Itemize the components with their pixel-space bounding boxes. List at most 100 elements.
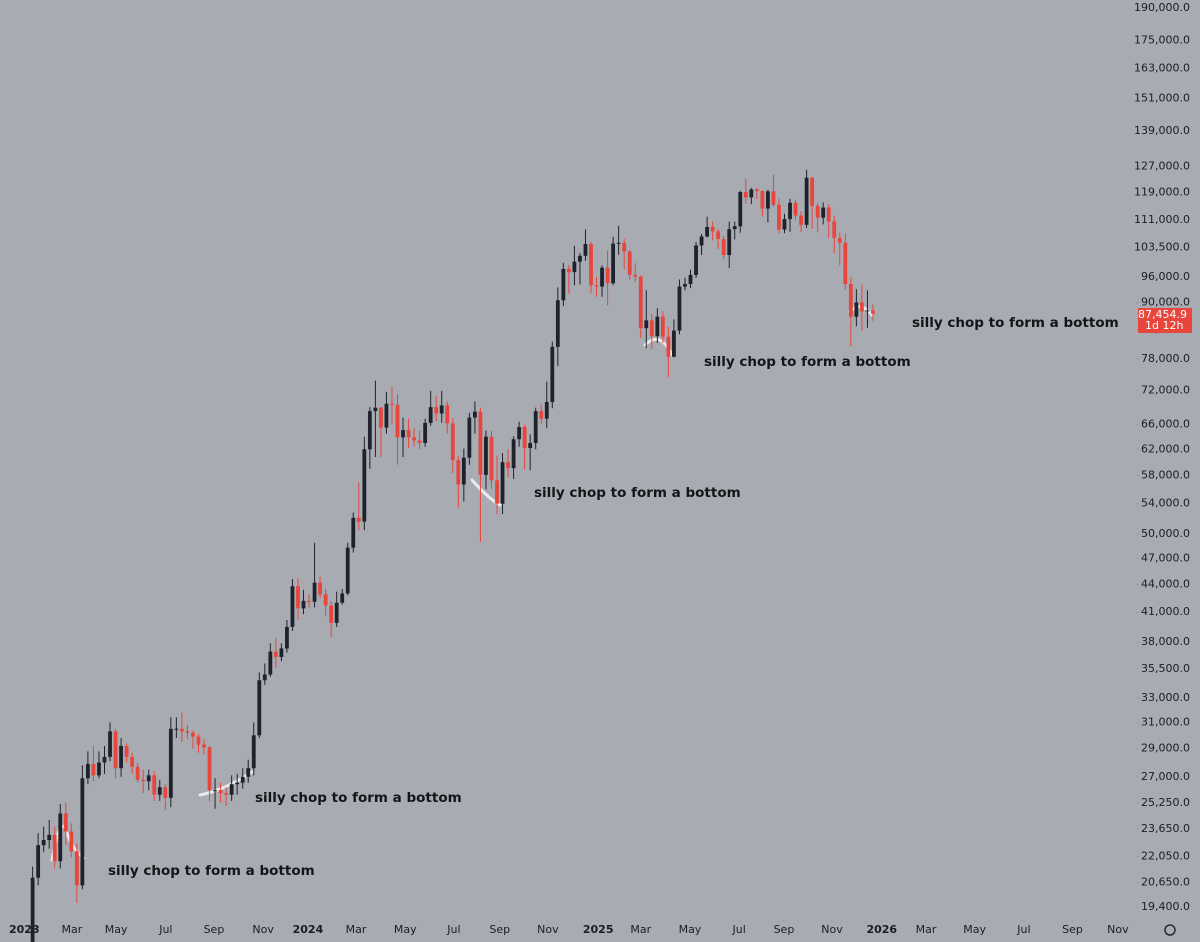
price-label-box (1138, 308, 1192, 333)
candle-body (113, 731, 118, 769)
y-tick-label: 72,000.0 (1141, 383, 1190, 396)
y-tick-label: 151,000.0 (1134, 92, 1190, 105)
candle-body (716, 231, 721, 240)
candle-body (672, 330, 676, 357)
candle-body (804, 177, 809, 225)
y-tick-label: 38,000.0 (1141, 635, 1190, 648)
y-tick-label: 58,000.0 (1141, 469, 1190, 482)
y-tick-label: 78,000.0 (1141, 352, 1190, 365)
x-tick-label: Mar (916, 923, 937, 936)
candle-body (47, 834, 52, 841)
candle-body (434, 407, 439, 414)
candle-body (644, 320, 649, 329)
candle-body (843, 242, 848, 285)
candle-body (340, 593, 345, 603)
candle-body (710, 226, 715, 232)
x-tick-label: Jul (1016, 923, 1030, 936)
y-tick-label: 35,500.0 (1141, 662, 1190, 675)
candle-body (445, 405, 450, 424)
candle-body (235, 782, 240, 785)
candle-body (854, 302, 859, 317)
candle-body (594, 285, 599, 287)
settings-icon[interactable] (1164, 924, 1176, 936)
candle-body (766, 191, 770, 209)
candle-body (627, 251, 632, 275)
candle-body (428, 407, 433, 423)
candle-body (467, 417, 472, 458)
candle-body (533, 411, 538, 443)
y-tick-label: 19,400.0 (1141, 900, 1190, 913)
y-tick-label: 31,000.0 (1141, 715, 1190, 728)
highlight-stroke (50, 824, 86, 862)
candle-body (528, 442, 533, 449)
candle-body (285, 626, 289, 649)
candle-body (329, 605, 334, 623)
candle-body (213, 790, 217, 792)
candle-body (290, 586, 295, 627)
candle-body (688, 274, 693, 285)
candle-body (677, 286, 682, 331)
y-tick-label: 90,000.0 (1141, 295, 1190, 308)
y-tick-label: 50,000.0 (1141, 527, 1190, 540)
candle-body (74, 851, 79, 886)
x-tick-label: May (394, 923, 417, 936)
candle-body (600, 267, 604, 287)
candle-body (379, 407, 383, 428)
candle-body (334, 602, 339, 623)
candle-body (450, 423, 455, 461)
candle-body (495, 480, 499, 504)
candle-body (268, 651, 273, 675)
candle-body (196, 736, 201, 745)
candle-body (423, 422, 428, 443)
candle-body (384, 403, 389, 428)
candle-body (539, 411, 544, 419)
candle-body (666, 336, 671, 357)
candle-body (815, 205, 820, 218)
candle-body (649, 320, 654, 337)
annotation: silly chop to form a bottom (534, 485, 741, 501)
y-tick-label: 41,000.0 (1141, 605, 1190, 618)
x-tick-label: 2023 (9, 923, 40, 936)
candle-body (58, 813, 63, 862)
candle-body (589, 243, 593, 286)
candle-body (273, 651, 278, 657)
candle-body (699, 236, 704, 246)
y-tick-label: 163,000.0 (1134, 61, 1190, 74)
candle-body (578, 255, 582, 262)
candle-body (439, 405, 444, 414)
candle-body (611, 243, 616, 284)
x-tick-label: Sep (774, 923, 795, 936)
candle-body (517, 427, 522, 440)
y-tick-label: 111,000.0 (1134, 213, 1190, 226)
y-tick-label: 190,000.0 (1134, 1, 1190, 14)
candle-body (522, 427, 527, 449)
candle-body (179, 728, 184, 732)
candle-body (821, 207, 826, 218)
x-tick-label: May (105, 923, 128, 936)
candle-body (810, 177, 815, 206)
x-tick-label: Mar (61, 923, 82, 936)
candle-body (771, 191, 776, 205)
candle-body (301, 600, 306, 609)
candle-body (351, 517, 356, 548)
candle-body (727, 229, 732, 256)
annotation: silly chop to form a bottom (255, 790, 462, 806)
y-tick-label: 29,000.0 (1141, 742, 1190, 755)
y-tick-label: 44,000.0 (1141, 577, 1190, 590)
y-tick-label: 54,000.0 (1141, 497, 1190, 510)
candle-body (506, 462, 510, 469)
candle-body (102, 756, 107, 763)
candle-body (157, 787, 162, 795)
candle-body (356, 517, 361, 522)
candle-body (566, 268, 571, 273)
candle-body (108, 731, 112, 757)
candle-body (41, 840, 46, 846)
y-tick-label: 23,650.0 (1141, 822, 1190, 835)
candle-body (738, 192, 743, 227)
candle-body (417, 440, 422, 443)
x-tick-label: Nov (1107, 923, 1129, 936)
candle-body (859, 302, 864, 312)
candle-body (660, 316, 665, 337)
